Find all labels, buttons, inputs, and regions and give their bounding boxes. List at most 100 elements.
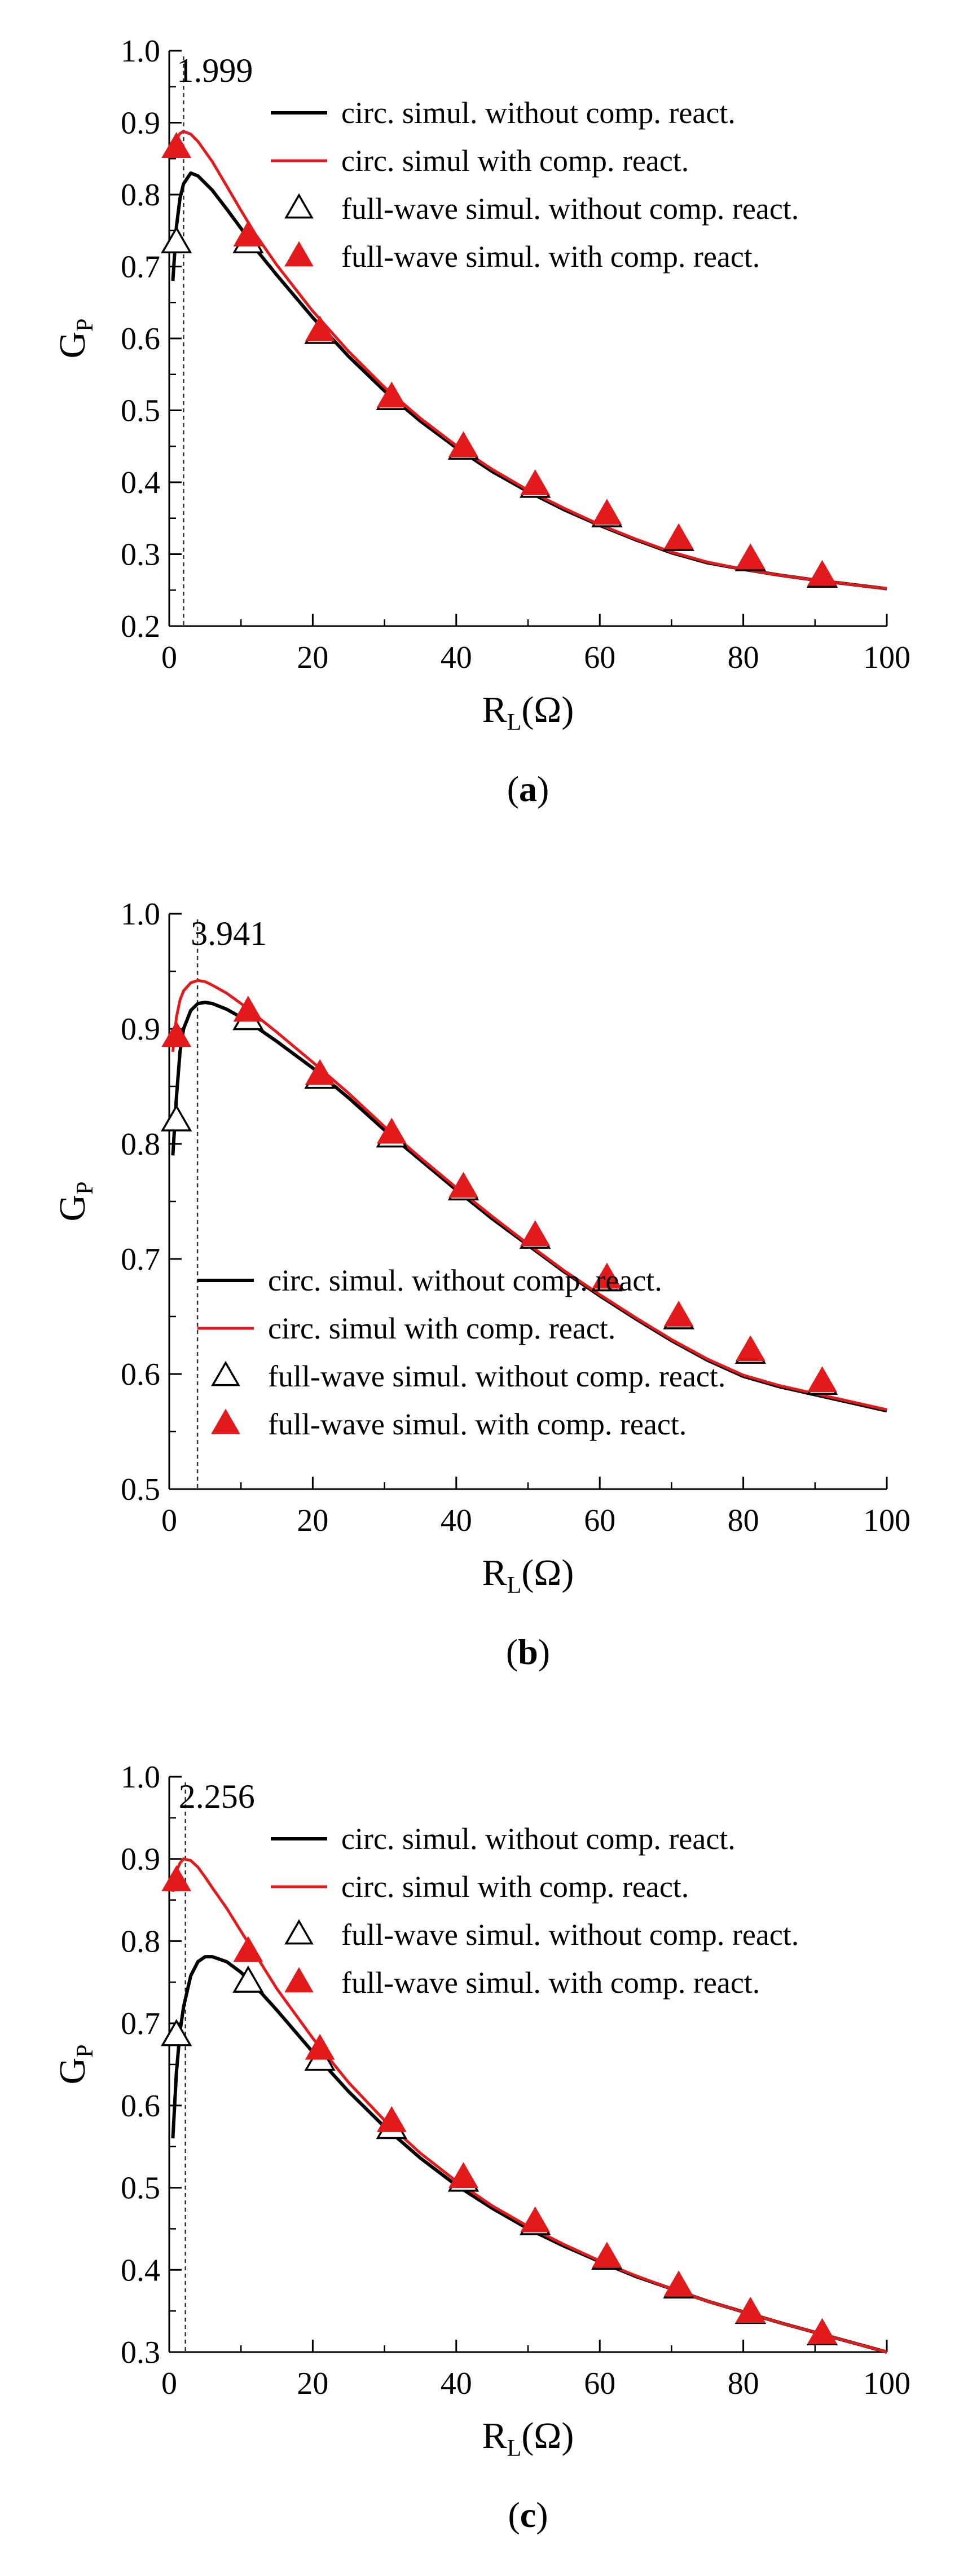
y-axis-title: GP <box>52 2044 98 2084</box>
x-tick-label: 40 <box>441 1503 472 1538</box>
peak-value-label: 3.941 <box>191 915 267 952</box>
peak-value-label: 2.256 <box>179 1778 255 1815</box>
x-tick-label: 80 <box>728 2366 759 2401</box>
series-line-0 <box>171 1955 887 2354</box>
peak-value-label: 1.999 <box>177 52 253 89</box>
y-tick-label: 0.8 <box>121 1127 160 1162</box>
plot-axes: 0.3 0.4 0.5 0.6 0.7 0.8 0.9 1.0 0 20 40 60 80 100 RL(Ω… <box>52 1760 910 2461</box>
legend-item: full-wave simul. without comp. react. <box>211 1359 725 1393</box>
data-point-open <box>160 2019 192 2046</box>
x-tick-label: 80 <box>728 1503 759 1538</box>
y-tick-label: 0.9 <box>121 106 160 141</box>
data-point-filled <box>161 1865 192 1891</box>
y-tick-label: 0.8 <box>121 178 160 213</box>
legend-label: circ. simul with comp. react. <box>268 1311 615 1345</box>
y-axis-title: GP <box>52 318 98 358</box>
y-tick-label: 0.3 <box>121 538 160 573</box>
y-tick-label: 1.0 <box>121 897 160 932</box>
data-point-filled <box>735 543 766 570</box>
data-point-filled <box>448 2162 478 2188</box>
x-tick-label: 60 <box>584 640 615 675</box>
legend-item: full-wave simul. without comp. react. <box>284 192 799 226</box>
data-point-filled <box>663 1300 694 1327</box>
y-tick-label: 0.4 <box>121 465 160 500</box>
data-point-filled <box>663 2270 694 2297</box>
series-group <box>160 1857 887 2354</box>
chart-panel-c: 0.3 0.4 0.5 0.6 0.7 0.8 0.9 1.0 0 20 40 60 80 100 RL(Ω… <box>52 1760 910 2535</box>
data-point-filled <box>663 523 694 549</box>
legend-label: full-wave simul. with comp. react. <box>268 1407 687 1441</box>
legend-label: full-wave simul. without comp. react. <box>341 192 799 226</box>
x-tick-label: 100 <box>863 1503 910 1538</box>
y-tick-label: 0.5 <box>121 394 160 429</box>
data-point-filled <box>233 220 263 246</box>
data-point-filled <box>233 1936 263 1962</box>
y-tick-label: 1.0 <box>121 1760 160 1795</box>
x-axis-title: RL(Ω) <box>482 2415 574 2461</box>
chart-panel-b: 0.5 0.6 0.7 0.8 0.9 1.0 0 20 40 60 80 100 RL(Ω) GP 3.9… <box>52 897 910 1672</box>
legend: circ. simul. without comp. react. circ. s… <box>197 1263 725 1441</box>
data-point-open <box>160 1104 192 1131</box>
y-tick-label: 0.7 <box>121 2006 160 2041</box>
legend-item: full-wave simul. without comp. react. <box>284 1918 799 1952</box>
data-point-filled <box>735 2297 766 2323</box>
x-tick-label: 100 <box>863 2366 910 2401</box>
legend-swatch-marker <box>284 1919 314 1945</box>
y-tick-label: 0.8 <box>121 1924 160 1959</box>
data-point-filled <box>376 2106 407 2132</box>
legend-item: full-wave simul. with comp. react. <box>284 240 760 274</box>
y-tick-label: 0.6 <box>121 1357 160 1392</box>
legend-label: circ. simul. without comp. react. <box>341 96 736 130</box>
legend-label: full-wave simul. with comp. react. <box>341 240 760 274</box>
y-tick-label: 0.4 <box>121 2253 160 2288</box>
data-point-filled <box>448 431 478 457</box>
legend-item: full-wave simul. with comp. react. <box>211 1407 687 1441</box>
legend-swatch-marker <box>284 1967 314 1993</box>
legend-swatch-marker <box>284 241 314 267</box>
x-tick-label: 0 <box>161 1503 177 1538</box>
data-point-filled <box>520 1220 551 1247</box>
legend-item: circ. simul with comp. react. <box>271 144 689 178</box>
legend-swatch-marker <box>211 1408 240 1434</box>
y-tick-label: 0.6 <box>121 2089 160 2124</box>
data-point-filled <box>305 2033 335 2060</box>
legend-swatch-marker <box>211 1360 240 1386</box>
data-point-filled <box>233 996 263 1022</box>
data-point-filled <box>520 2206 551 2232</box>
data-point-filled <box>735 1335 766 1362</box>
legend-label: circ. simul. without comp. react. <box>268 1263 662 1297</box>
series-line-0 <box>171 171 887 591</box>
legend-item: circ. simul with comp. react. <box>197 1311 615 1345</box>
chart-panel-a: 0.2 0.3 0.4 0.5 0.6 0.7 0.8 0.9 1.0 0 20 40 60 80 100 R… <box>52 34 910 809</box>
legend: circ. simul. without comp. react. circ. s… <box>271 1822 799 2000</box>
legend-item: circ. simul. without comp. react. <box>197 1263 662 1297</box>
data-point-filled <box>807 1366 837 1393</box>
data-point-filled <box>807 2318 837 2344</box>
y-tick-label: 0.5 <box>121 2171 160 2206</box>
y-tick-label: 1.0 <box>121 34 160 69</box>
y-tick-label: 0.3 <box>121 2335 160 2370</box>
panel-caption: (b) <box>506 1632 550 1672</box>
data-point-filled <box>376 1117 407 1144</box>
legend-label: full-wave simul. without comp. react. <box>268 1359 725 1393</box>
legend-item: circ. simul. without comp. react. <box>271 1822 736 1856</box>
data-point-filled <box>592 2242 622 2268</box>
data-point-filled <box>520 469 551 495</box>
panel-caption: (c) <box>508 2495 548 2535</box>
legend-item: circ. simul with comp. react. <box>271 1870 689 1904</box>
data-point-filled <box>592 1262 622 1289</box>
y-axis-title: GP <box>52 1181 98 1221</box>
y-tick-label: 0.2 <box>121 609 160 644</box>
legend-item: circ. simul. without comp. react. <box>271 96 736 130</box>
x-tick-label: 20 <box>297 640 328 675</box>
legend-swatch-marker <box>284 193 314 219</box>
data-point-open <box>232 1965 264 1993</box>
legend-label: full-wave simul. without comp. react. <box>341 1918 799 1952</box>
data-point-filled <box>305 315 335 342</box>
x-tick-label: 0 <box>161 640 177 675</box>
series-group <box>160 130 887 591</box>
x-tick-label: 40 <box>441 640 472 675</box>
x-tick-label: 60 <box>584 1503 615 1538</box>
data-point-filled <box>807 560 837 586</box>
